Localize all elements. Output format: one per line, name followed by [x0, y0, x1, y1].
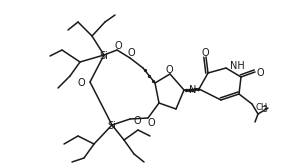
- Text: N: N: [189, 85, 196, 95]
- Text: O: O: [165, 65, 173, 75]
- Text: O: O: [77, 78, 85, 88]
- Text: O: O: [127, 48, 135, 58]
- Text: O: O: [114, 41, 122, 51]
- Text: O: O: [134, 116, 142, 126]
- Text: Si: Si: [108, 121, 116, 131]
- Text: NH: NH: [230, 61, 245, 71]
- Text: O: O: [201, 48, 209, 58]
- Text: Si: Si: [100, 51, 108, 61]
- Text: 3: 3: [262, 104, 267, 113]
- Text: O: O: [147, 118, 155, 128]
- Text: O: O: [256, 68, 264, 78]
- Text: CH: CH: [255, 102, 267, 112]
